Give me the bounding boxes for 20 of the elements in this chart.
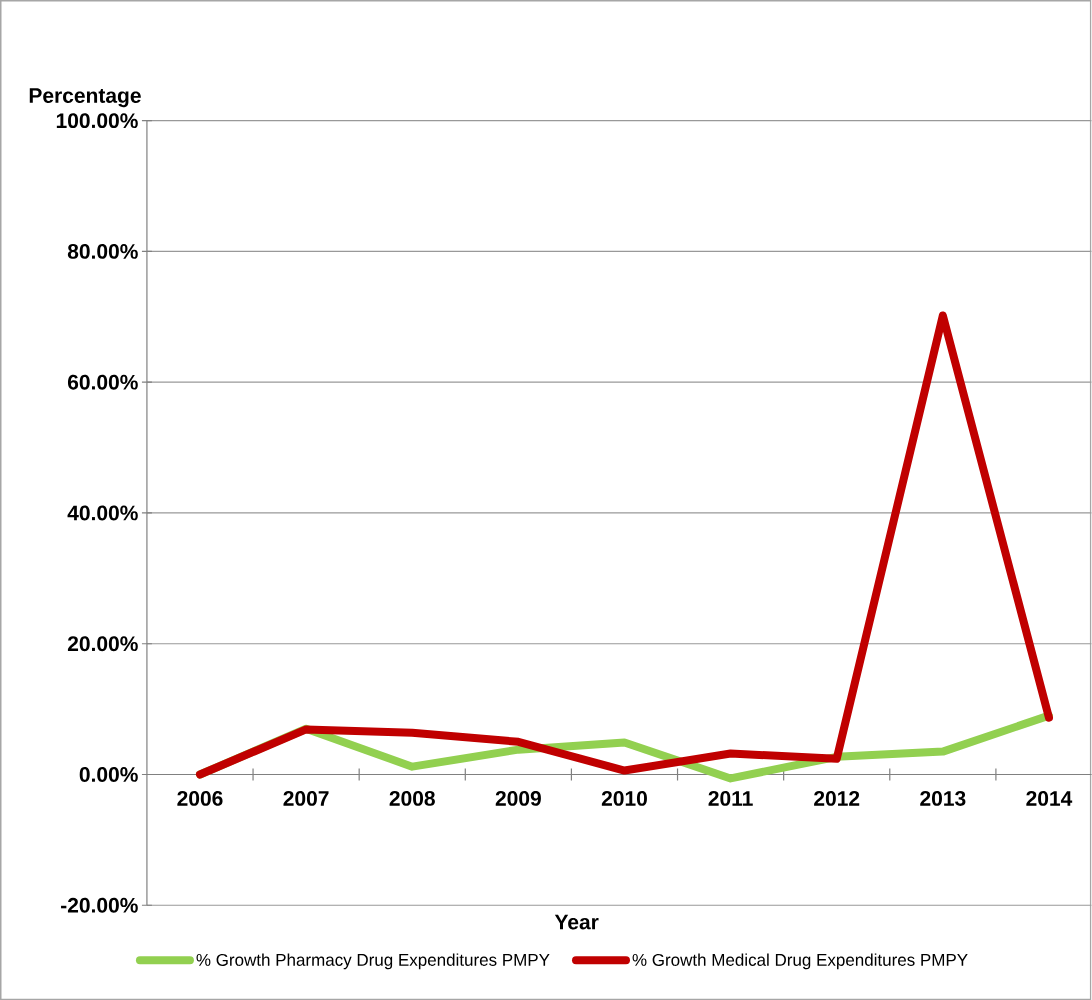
y-tick-label: 100.00% (56, 113, 138, 129)
x-tick-label: 2007 (283, 790, 329, 806)
y-tick-label: 40.00% (67, 505, 138, 521)
y-tick-label: 60.00% (67, 374, 138, 390)
y-tick-label: 20.00% (67, 636, 138, 652)
x-tick-label: 2008 (389, 790, 435, 806)
x-tick-label: 2012 (814, 790, 860, 806)
x-tick-label: 2006 (177, 790, 223, 806)
y-tick-label: -20.00% (61, 897, 138, 913)
y-axis-title: Percentage (29, 88, 141, 108)
y-tick-label: 80.00% (67, 243, 138, 259)
x-axis-title: Year (554, 914, 599, 930)
x-tick-label: 2014 (1026, 790, 1073, 806)
legend-label: % Growth Pharmacy Drug Expenditures PMPY (196, 953, 550, 970)
x-tick-label: 2011 (708, 790, 753, 806)
y-tick-label: 0.00% (79, 766, 138, 782)
x-tick-label: 2009 (495, 790, 541, 806)
legend-label: % Growth Medical Drug Expenditures PMPY (632, 953, 968, 970)
x-tick-label: 2010 (601, 790, 647, 806)
x-tick-label: 2013 (920, 790, 966, 806)
